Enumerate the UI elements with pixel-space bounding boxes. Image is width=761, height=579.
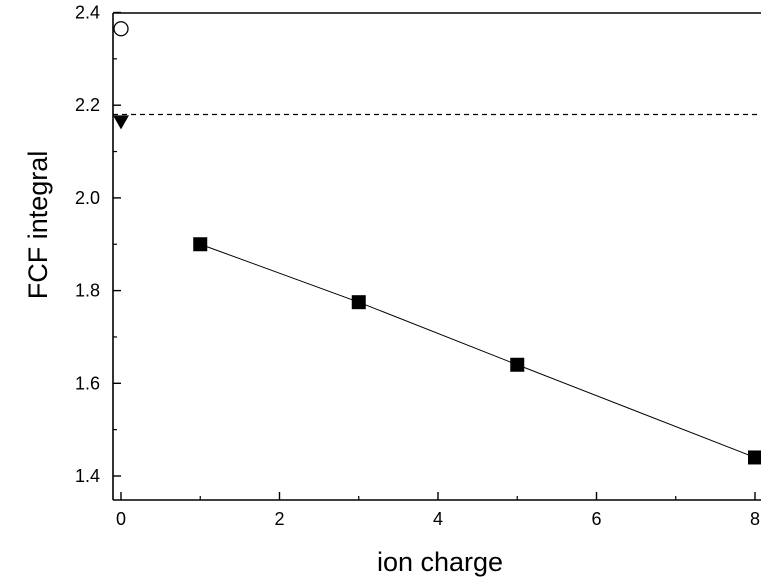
data-point-square bbox=[351, 295, 366, 310]
series-layer bbox=[113, 21, 761, 465]
data-point-triangle bbox=[113, 115, 129, 130]
y-tick-label: 1.8 bbox=[75, 281, 100, 301]
data-point-square bbox=[193, 237, 208, 252]
y-tick-label: 2.4 bbox=[75, 3, 100, 23]
axes bbox=[112, 11, 761, 501]
x-tick-label: 0 bbox=[116, 509, 126, 529]
x-tick-label: 2 bbox=[274, 509, 284, 529]
y-axis-title: FCF integral bbox=[23, 151, 53, 300]
series-line bbox=[200, 243, 756, 458]
data-point-square bbox=[748, 450, 761, 465]
data-point-square bbox=[510, 357, 525, 372]
y-tick-label: 2.2 bbox=[75, 95, 100, 115]
y-tick-label: 1.6 bbox=[75, 373, 100, 393]
y-tick-label: 1.4 bbox=[75, 466, 100, 486]
y-tick-label: 2.0 bbox=[75, 188, 100, 208]
x-axis-title: ion charge bbox=[377, 547, 503, 577]
x-tick-label: 4 bbox=[433, 509, 443, 529]
data-point-circle bbox=[113, 21, 129, 37]
tick-labels: 0 2 4 6 8 1.4 1.6 1.8 2.0 2.2 2.4 bbox=[75, 3, 760, 530]
x-tick-label: 6 bbox=[591, 509, 601, 529]
x-tick-label: 8 bbox=[750, 509, 760, 529]
